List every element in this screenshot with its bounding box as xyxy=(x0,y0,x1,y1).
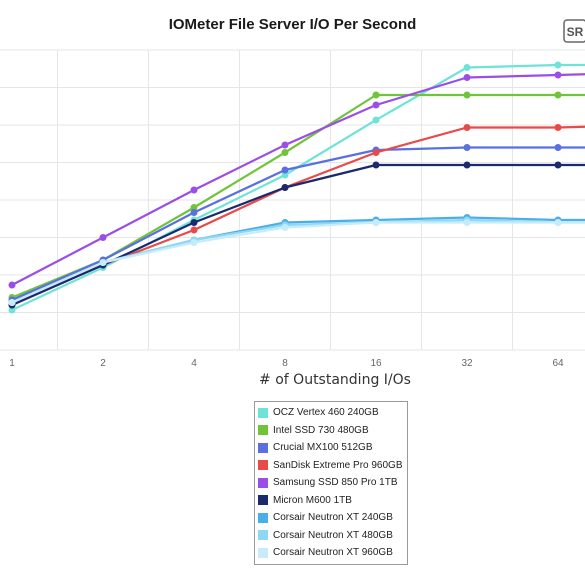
legend-label: SanDisk Extreme Pro 960GB xyxy=(273,459,403,471)
legend-label: Corsair Neutron XT 480GB xyxy=(273,529,393,541)
data-point xyxy=(99,234,107,241)
legend-swatch xyxy=(258,530,268,541)
legend-item: Corsair Neutron XT 240GB xyxy=(255,509,407,527)
x-tick-label: 64 xyxy=(552,358,564,369)
legend-label: Micron M600 1TB xyxy=(273,494,352,506)
svg-text:SR: SR xyxy=(567,25,584,39)
legend-label: OCZ Vertex 460 240GB xyxy=(273,407,379,419)
data-point xyxy=(372,91,380,99)
legend-swatch xyxy=(258,547,268,558)
legend-swatch xyxy=(258,512,268,523)
data-point xyxy=(99,259,107,266)
data-point xyxy=(8,299,16,306)
plot-area: 1 2 4 8 16 32 64 xyxy=(0,49,585,369)
legend-swatch xyxy=(258,495,268,506)
data-point xyxy=(281,149,289,156)
data-point xyxy=(281,141,289,149)
legend-swatch xyxy=(258,442,268,453)
x-tick-label: 16 xyxy=(370,358,382,369)
series-line xyxy=(11,146,585,302)
x-tick-label: 1 xyxy=(9,358,15,369)
data-point xyxy=(463,124,471,131)
series-line xyxy=(11,216,585,304)
series-line xyxy=(11,163,585,307)
logo-icon: SR xyxy=(563,19,585,43)
legend-label: Corsair Neutron XT 960GB xyxy=(273,547,393,559)
legend-label: Intel SSD 730 480GB xyxy=(273,424,369,436)
series-line xyxy=(11,63,585,311)
data-point xyxy=(554,71,562,79)
data-point xyxy=(190,209,198,216)
x-axis-label: # of Outstanding I/Os xyxy=(259,372,411,388)
data-point xyxy=(463,74,471,81)
data-point xyxy=(190,239,198,246)
series-line xyxy=(11,125,585,307)
legend-item: SanDisk Extreme Pro 960GB xyxy=(255,457,407,475)
data-point xyxy=(372,116,380,124)
data-point xyxy=(372,101,380,109)
legend-item: Samsung SSD 850 Pro 1TB xyxy=(255,474,407,492)
legend-swatch xyxy=(258,460,268,471)
data-point xyxy=(190,204,198,211)
series-line xyxy=(11,221,585,304)
data-point xyxy=(372,149,380,156)
legend: OCZ Vertex 460 240GB Intel SSD 730 480GB C… xyxy=(254,401,408,565)
chart-title: IOMeter File Server I/O Per Second xyxy=(168,16,417,33)
legend-label: Crucial MX100 512GB xyxy=(273,442,373,454)
data-point xyxy=(372,219,380,226)
data-point xyxy=(463,219,471,226)
data-point xyxy=(463,91,471,99)
data-point xyxy=(554,161,562,169)
x-tick-label: 4 xyxy=(191,358,197,369)
data-point xyxy=(554,61,562,69)
legend-swatch xyxy=(258,407,268,418)
legend-item: Intel SSD 730 480GB xyxy=(255,422,407,440)
data-point xyxy=(190,186,198,194)
x-tick-label: 2 xyxy=(100,358,106,369)
data-point xyxy=(281,171,289,179)
legend-item: Crucial MX100 512GB xyxy=(255,439,407,457)
data-point xyxy=(8,306,16,314)
data-point xyxy=(554,144,562,151)
legend-item: Micron M600 1TB xyxy=(255,492,407,510)
legend-item: Corsair Neutron XT 960GB xyxy=(255,544,407,562)
data-point xyxy=(190,219,198,226)
series-line xyxy=(11,73,585,286)
data-point xyxy=(281,224,289,231)
data-point xyxy=(372,161,380,169)
legend-swatch xyxy=(258,477,268,488)
data-point xyxy=(554,219,562,226)
legend-item: OCZ Vertex 460 240GB xyxy=(255,404,407,422)
data-point xyxy=(463,161,471,169)
data-point xyxy=(281,184,289,191)
data-point xyxy=(554,91,562,99)
legend-label: Samsung SSD 850 Pro 1TB xyxy=(273,477,398,489)
data-point xyxy=(281,166,289,174)
data-point xyxy=(8,281,16,289)
data-point xyxy=(554,124,562,131)
legend-label: Corsair Neutron XT 240GB xyxy=(273,512,393,524)
x-tick-label: 8 xyxy=(282,358,288,369)
legend-swatch xyxy=(258,425,268,436)
legend-item: Corsair Neutron XT 480GB xyxy=(255,527,407,545)
data-point xyxy=(463,144,471,151)
data-point xyxy=(463,64,471,71)
x-tick-label: 32 xyxy=(461,358,473,369)
data-point xyxy=(190,226,198,234)
